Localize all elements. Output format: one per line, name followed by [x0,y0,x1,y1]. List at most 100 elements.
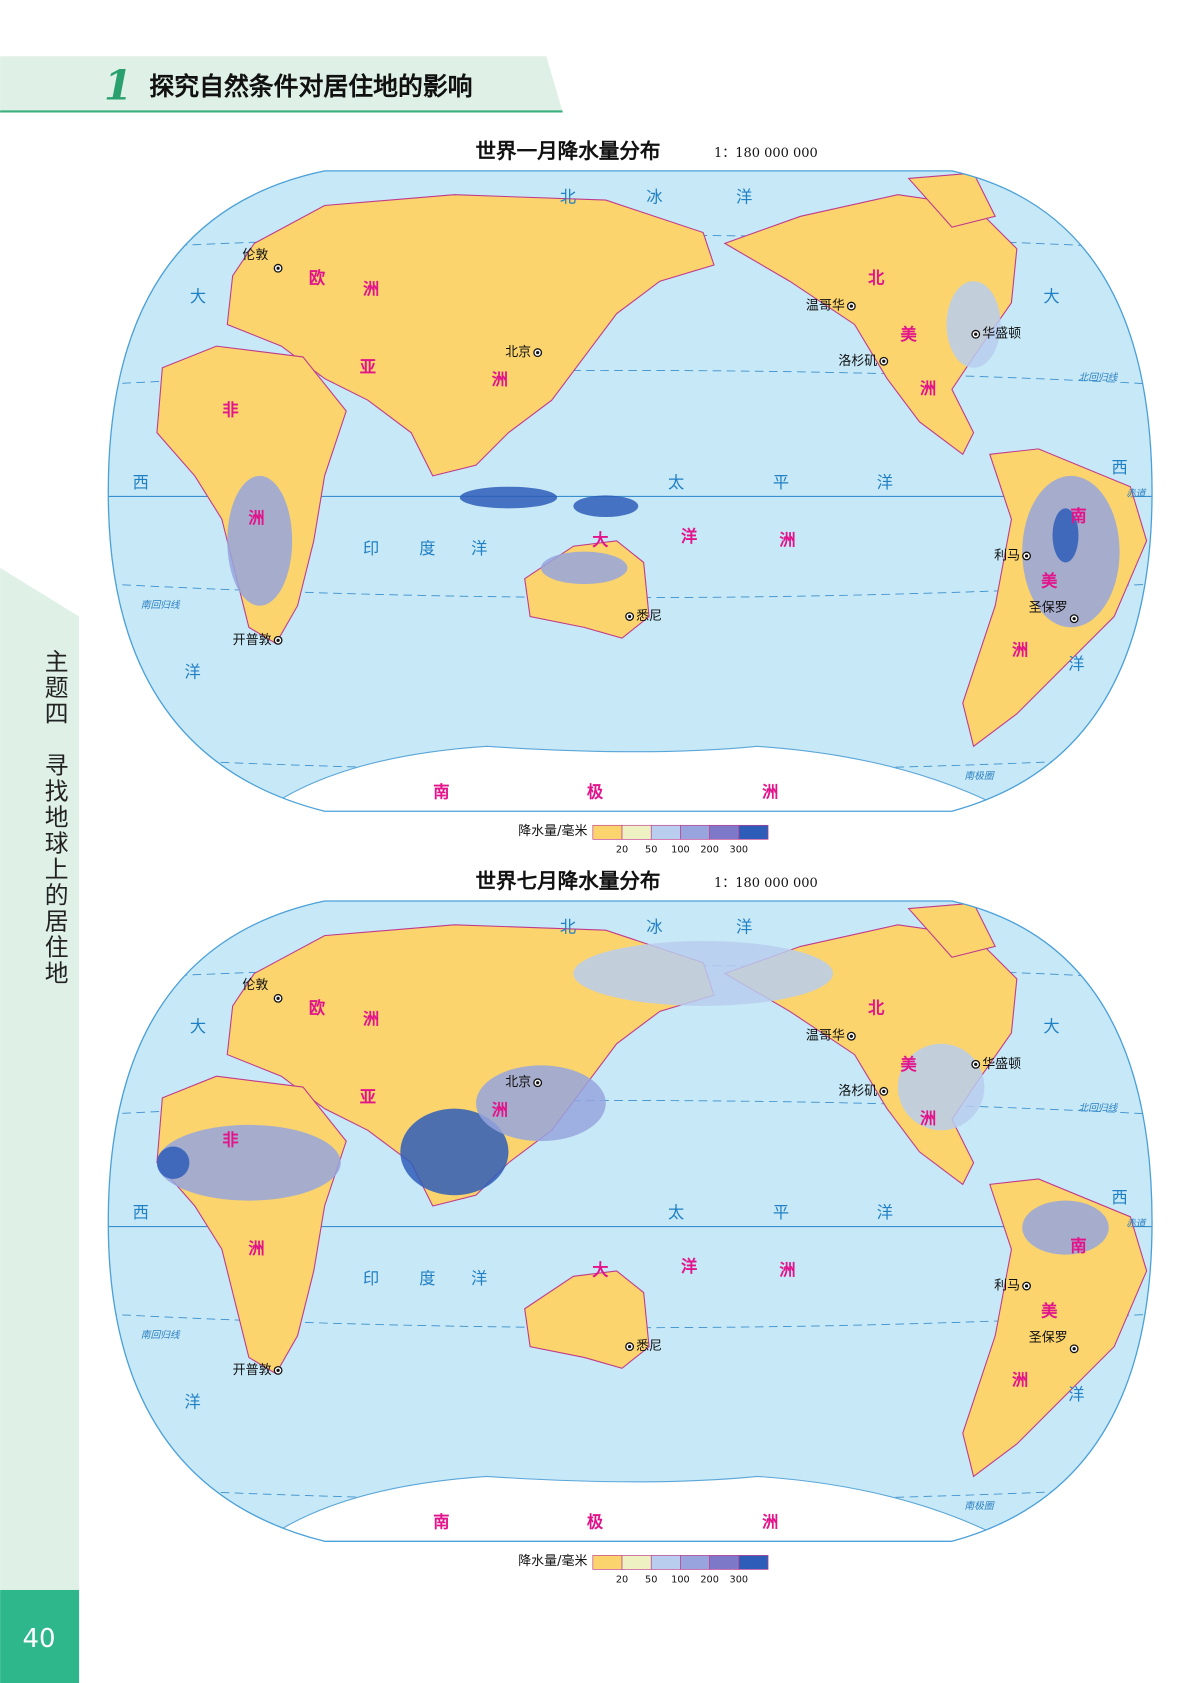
wet-zone [459,486,558,509]
land-australia [524,1270,650,1369]
wet-zone [897,1043,985,1131]
map-scale: 1：180 000 000 [714,146,818,161]
wet-zone [1022,1200,1109,1255]
map-frame [107,170,1153,812]
ocean-label: 冰 [646,187,662,206]
city-dot-center [536,350,540,355]
map: 世界一月降水量分布 1：180 000 000北冰洋大西洋大西洋太平洋印度洋欧洲亚… [107,139,1153,855]
continent-label: 洲 [363,279,379,298]
ocean-label: 西 [1111,1188,1127,1207]
ocean-label: 度 [419,1269,435,1288]
antarctica [247,1475,1030,1542]
parallel-label: 南极圈 [964,1500,994,1512]
ocean-label: 北 [560,187,576,206]
section-number: 1 [104,61,133,110]
legend-swatch [592,824,623,840]
legend-tick: 20 [616,1574,628,1585]
map-title: 世界七月降水量分布 [475,869,660,893]
legend-swatch [738,824,769,840]
land-samerica [962,1178,1148,1478]
continent-label: 洋 [681,1257,697,1276]
parallel-label: 南回归线 [141,1329,181,1341]
city-label: 开普敦 [233,632,272,648]
city-label: 伦敦 [242,977,268,993]
map-frame [107,900,1153,1542]
continent-label: 南 [433,782,449,801]
section-title: 探究自然条件对居住地的影响 [149,72,472,101]
city-label: 洛杉矶 [838,1084,877,1099]
city-label: 北京 [505,345,531,360]
wet-zone [227,475,293,606]
continent-label: 极 [587,1512,604,1531]
ocean-label: 大 [1043,1017,1059,1036]
ocean-label: 洋 [877,473,893,492]
continent-label: 洲 [920,1109,936,1128]
ocean-label: 洋 [736,918,752,937]
city-dot-center [882,359,886,363]
city-dot-center [849,304,853,308]
ocean-label: 洋 [471,1269,487,1288]
continent-label: 洲 [762,1512,778,1531]
continent-label: 南 [1070,507,1086,526]
continent-label: 大 [592,1260,609,1279]
continent-label: 洲 [248,509,264,528]
land-eurasia [226,924,715,1207]
city-label: 伦敦 [242,247,268,263]
legend-tick: 50 [645,844,657,855]
continent-label: 美 [901,325,918,344]
land-greenland [907,172,996,228]
ocean-label: 平 [773,1203,789,1222]
wet-zone [573,941,833,1006]
continent-label: 洲 [762,782,778,801]
ocean-label: 洋 [185,662,201,681]
continent-label: 美 [1041,1302,1058,1321]
page-number: 40 [23,1624,56,1654]
wet-zone [1052,508,1079,563]
ocean-label: 洋 [471,539,487,558]
continent-label: 洲 [779,530,795,549]
city-label: 利马 [994,1279,1020,1294]
continent-label: 欧 [309,999,326,1018]
ocean-label: 西 [133,1203,149,1222]
continent-label: 洲 [1012,641,1028,660]
map-title: 世界一月降水量分布 [475,139,660,163]
ocean-label: 平 [773,473,789,492]
continent-label: 非 [222,401,238,420]
city-dot-center [974,1062,978,1066]
city-dot-center [276,266,280,270]
legend-tick: 100 [671,1574,690,1585]
parallel-label: 赤道 [1126,1218,1147,1230]
ocean-label: 大 [190,1017,206,1036]
legend-tick: 100 [671,844,690,855]
city-label: 圣保罗 [1029,1330,1068,1345]
city-label: 悉尼 [636,1339,662,1354]
legend-title: 降水量/毫米 [518,1553,587,1569]
continent-label: 大 [592,530,609,549]
legend-swatch [738,1555,769,1570]
legend-swatch [709,1555,740,1570]
city-label: 洛杉矶 [838,354,877,369]
continent-label: 洲 [1012,1371,1028,1390]
continent-label: 亚 [360,357,376,376]
wet-zone [476,1065,606,1142]
continent-label: 洲 [779,1260,795,1279]
legend-tick: 50 [645,1574,657,1585]
header-banner [0,56,563,112]
ocean-label: 度 [419,539,435,558]
continent-label: 洲 [492,370,508,389]
city-dot-center [536,1081,540,1085]
parallel-label: 南极圈 [964,770,994,782]
city-dot-center [849,1034,853,1038]
parallel-label: 北回归线 [1079,372,1119,384]
sidebar-text: 主题四 寻找地球上的居住地 [40,649,68,986]
continent-label: 洲 [920,379,936,398]
legend-swatch [680,1555,710,1570]
wet-zone [540,551,628,585]
continent-label: 洲 [363,1009,379,1028]
city-dot-center [1024,554,1029,558]
map-body [108,900,1153,1542]
legend-title: 降水量/毫米 [518,823,587,839]
continent-label: 北 [868,269,885,288]
parallel [108,370,1153,385]
